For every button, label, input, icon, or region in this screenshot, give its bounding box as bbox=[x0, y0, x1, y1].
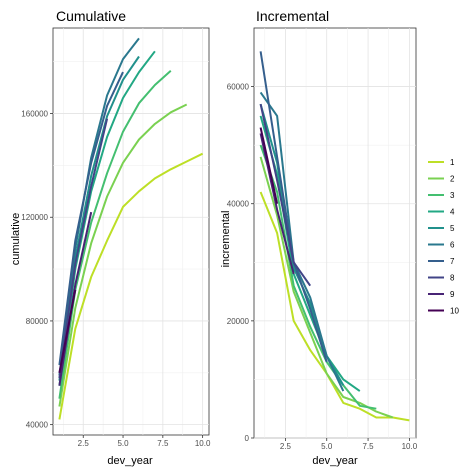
incremental-y-tick-label: 0 bbox=[245, 434, 250, 443]
incremental-x-tick-label: 5.0 bbox=[321, 442, 333, 451]
cumulative-y-tick-label: 40000 bbox=[26, 421, 49, 430]
legend-label-4: 4 bbox=[450, 208, 455, 217]
incremental-x-tick-label: 2.5 bbox=[280, 442, 292, 451]
legend-label-1: 1 bbox=[450, 158, 455, 167]
incremental-series-line-6 bbox=[259, 91, 345, 392]
cumulative-series-line-2 bbox=[58, 103, 188, 407]
incremental-x-axis: 2.5 5.0 7.5 10.0 bbox=[280, 438, 418, 451]
incremental-series-line-8 bbox=[259, 103, 312, 287]
cumulative-series-line-8 bbox=[58, 118, 109, 379]
cumulative-panel: 2.5 5.0 7.5 10.0 40000 80000 120000 160000 bbox=[21, 27, 211, 448]
legend-label-5: 5 bbox=[450, 224, 455, 233]
incremental-panel-title: Incremental bbox=[256, 8, 329, 24]
legend-label-6: 6 bbox=[450, 241, 455, 250]
incremental-panel: 2.5 5.0 7.5 10.0 0 20000 40000 60000 bbox=[227, 27, 418, 451]
incremental-series-line-4 bbox=[259, 115, 361, 392]
cumulative-y-axis: 40000 80000 120000 160000 bbox=[21, 110, 53, 430]
legend-label-3: 3 bbox=[450, 191, 455, 200]
incremental-y-axis: 0 20000 40000 60000 bbox=[227, 83, 254, 443]
incremental-lines bbox=[259, 51, 410, 422]
cumulative-x-tick-label: 5.0 bbox=[117, 439, 129, 448]
incremental-series-line-3 bbox=[259, 144, 377, 410]
incremental-y-tick-label: 40000 bbox=[227, 200, 250, 209]
incremental-series-line-1 bbox=[259, 191, 410, 422]
incremental-series-line-9 bbox=[259, 133, 295, 275]
cumulative-x-tick-label: 10.0 bbox=[195, 439, 211, 448]
incremental-y-tick-label: 60000 bbox=[227, 83, 250, 92]
incremental-plot-area bbox=[253, 27, 417, 439]
cumulative-x-tick-label: 7.5 bbox=[157, 439, 169, 448]
incremental-grid bbox=[254, 28, 416, 439]
cumulative-lines bbox=[58, 37, 204, 420]
legend-label-7: 7 bbox=[450, 257, 455, 266]
legend-label-8: 8 bbox=[450, 274, 455, 283]
cumulative-x-tick-label: 2.5 bbox=[78, 439, 90, 448]
incremental-y-axis-title: incremental bbox=[220, 211, 232, 268]
cumulative-series-line-3 bbox=[58, 70, 172, 399]
incremental-series-line-10 bbox=[259, 127, 279, 204]
cumulative-series-line-1 bbox=[58, 152, 204, 420]
legend-label-9: 9 bbox=[450, 290, 455, 299]
cumulative-x-axis-title: dev_year bbox=[107, 455, 153, 467]
cumulative-y-axis-title: cumulative bbox=[10, 213, 22, 266]
incremental-x-tick-label: 7.5 bbox=[362, 442, 374, 451]
cumulative-series-line-9 bbox=[58, 211, 93, 386]
legend-label-10: 10 bbox=[450, 307, 459, 316]
cumulative-x-axis: 2.5 5.0 7.5 10.0 bbox=[78, 435, 211, 448]
cumulative-panel-title: Cumulative bbox=[56, 8, 126, 24]
incremental-y-tick-label: 20000 bbox=[227, 317, 250, 326]
cumulative-y-tick-label: 120000 bbox=[21, 213, 48, 222]
cumulative-series-line-6 bbox=[58, 37, 140, 376]
cumulative-y-tick-label: 80000 bbox=[26, 317, 49, 326]
legend-label-2: 2 bbox=[450, 175, 455, 184]
cumulative-series-line-10 bbox=[58, 289, 77, 373]
incremental-x-axis-title: dev_year bbox=[312, 455, 358, 467]
cumulative-y-tick-label: 160000 bbox=[21, 110, 48, 119]
incremental-x-tick-label: 10.0 bbox=[402, 442, 418, 451]
cumulative-series-line-7 bbox=[58, 71, 124, 366]
legend: 1 2 3 4 5 6 7 8 9 10 bbox=[428, 158, 459, 316]
